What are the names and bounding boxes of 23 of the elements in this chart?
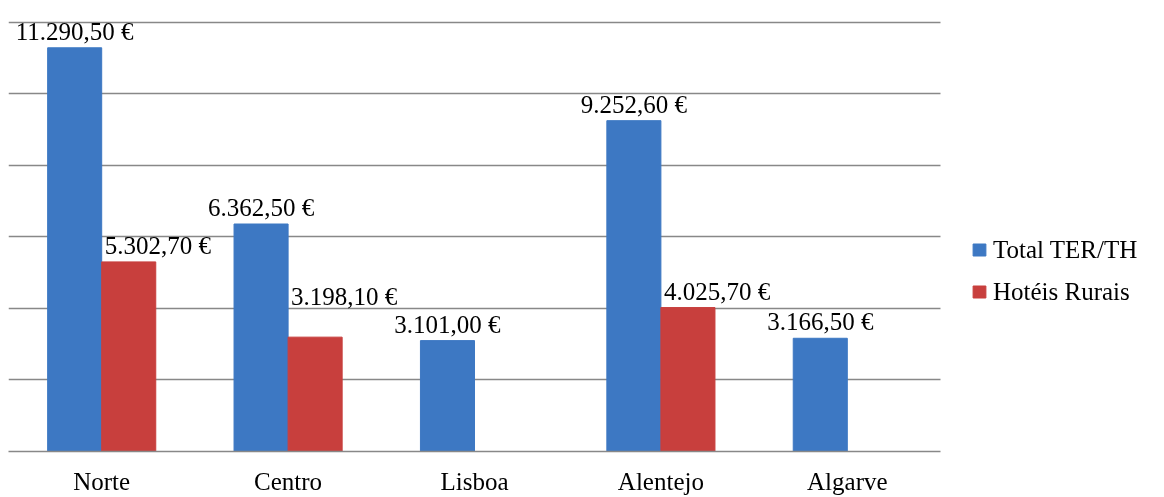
data-label: 9.252,60 €	[580, 90, 688, 118]
bar	[660, 307, 716, 452]
x-tick-label: Centro	[254, 467, 323, 495]
data-label: 4.025,70 €	[663, 277, 771, 305]
bar	[101, 261, 157, 452]
x-tick-label: Norte	[73, 467, 131, 495]
data-label: 6.362,50 €	[207, 194, 315, 221]
bar	[419, 340, 475, 452]
x-tick-label: Algarve	[807, 467, 888, 495]
data-label: 11.290,50 €	[15, 17, 135, 45]
legend-label: Hotéis Rurais	[993, 277, 1130, 306]
bar	[233, 223, 289, 452]
data-label: 3.101,00 €	[394, 310, 502, 338]
bar	[47, 47, 103, 452]
bar	[287, 336, 343, 452]
data-label: 3.198,10 €	[291, 283, 398, 311]
data-label: 5.302,70 €	[104, 231, 212, 259]
bar	[606, 120, 662, 452]
data-label: 3.166,50 €	[767, 308, 874, 336]
x-tick-label: Lisboa	[440, 467, 509, 495]
x-tick-label: Alentejo	[617, 467, 704, 495]
bar	[792, 337, 848, 452]
legend-label: Total TER/TH	[993, 235, 1138, 264]
